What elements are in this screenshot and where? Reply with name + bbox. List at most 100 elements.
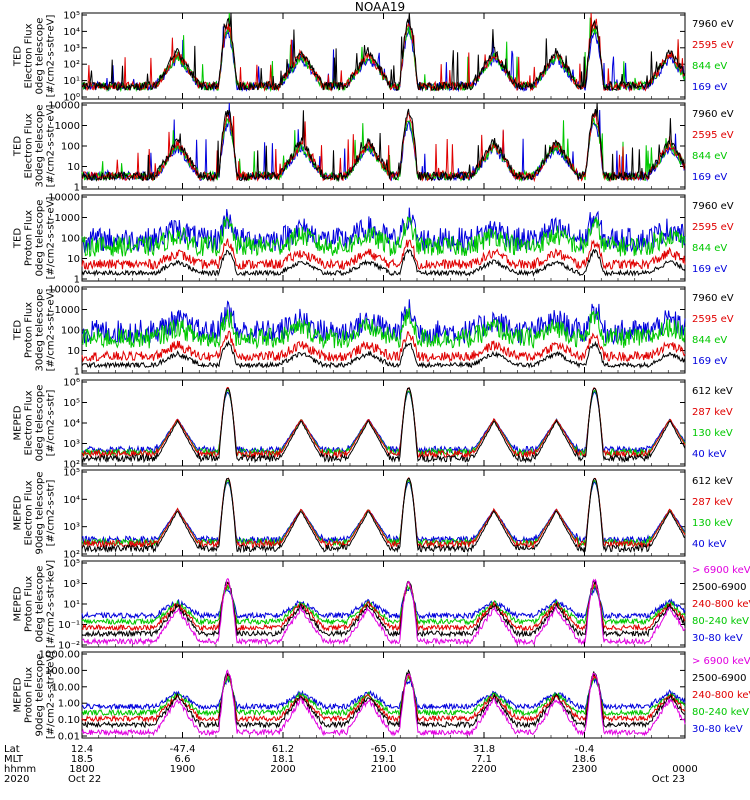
y-axis-label-line: [#/cm2-s-str-eV] bbox=[46, 15, 57, 98]
x-row-label: MLT bbox=[4, 754, 24, 765]
y-tick-label: 10⁶ bbox=[63, 378, 80, 389]
series-2595-ev bbox=[81, 330, 686, 363]
y-tick-label: 10000 bbox=[48, 193, 80, 204]
series-844-ev bbox=[81, 216, 686, 258]
legend-entry: 844 eV bbox=[692, 335, 727, 346]
series-2500-6900 bbox=[81, 669, 686, 729]
y-axis-label-line: TED bbox=[13, 46, 24, 67]
y-axis-label: TEDProton Flux30deg telescope[#/cm2-s-st… bbox=[13, 288, 57, 371]
y-tick-label: 10⁵ bbox=[63, 398, 80, 409]
legend-entry: 2595 eV bbox=[692, 314, 734, 325]
y-axis-label-line: MEPED bbox=[13, 586, 24, 621]
y-axis-label-line: 90deg telescope bbox=[35, 471, 46, 554]
legend-entry: 130 keV bbox=[692, 428, 733, 439]
y-axis-label-line: 0deg telescope bbox=[35, 200, 46, 277]
y-tick-label: 10⁵ bbox=[63, 468, 80, 479]
y-tick-label: 10000 bbox=[48, 285, 80, 296]
legend-entry: 844 eV bbox=[692, 151, 727, 162]
series-30-80-kev bbox=[81, 586, 686, 620]
panel-frame bbox=[81, 379, 686, 467]
x-tick-label: 1900 bbox=[170, 764, 195, 775]
series-169-ev bbox=[81, 16, 686, 93]
y-tick-label: 1.00 bbox=[58, 699, 80, 710]
y-tick-label: 10⁴ bbox=[63, 27, 80, 38]
y-tick-label: 1 bbox=[74, 275, 80, 286]
x-tick-label: -65.0 bbox=[371, 744, 397, 755]
y-tick-label: 10¹ bbox=[63, 600, 80, 611]
series-240-800-kev bbox=[81, 672, 686, 723]
legend-entry: 7960 eV bbox=[692, 19, 734, 30]
y-axis-label-line: [#/cm2-s-str] bbox=[46, 479, 57, 546]
legend-entry: 240-800 keV bbox=[692, 690, 750, 701]
y-axis-label-line: MEPED bbox=[13, 495, 24, 530]
y-axis-label-line: 30deg telescope bbox=[35, 104, 46, 187]
y-tick-label: 100 bbox=[61, 142, 80, 153]
panel-5: 10² 10³ 10⁴ 10⁵ 10⁶ MEPEDElectron Flux0deg te… bbox=[13, 378, 733, 471]
y-axis-label-line: Proton Flux bbox=[24, 302, 35, 358]
series-287-kev bbox=[81, 477, 686, 550]
legend-entry: 169 eV bbox=[692, 356, 727, 367]
y-axis-label: MEPEDElectron Flux0deg telescope[#/cm2-s… bbox=[13, 385, 57, 462]
legend-entry: 287 keV bbox=[692, 407, 733, 418]
legend-entry: 169 eV bbox=[692, 82, 727, 93]
series-844-ev bbox=[81, 307, 686, 350]
legend-entry: 612 keV bbox=[692, 386, 733, 397]
legend-entry: 612 keV bbox=[692, 476, 733, 487]
x-tick-label: 18.5 bbox=[71, 754, 93, 765]
y-axis-label-line: [#/cm2-s-str-keV] bbox=[46, 651, 57, 739]
series--6900-kev bbox=[81, 669, 686, 737]
panel-6: 10² 10³ 10⁴ 10⁵ MEPEDElectron Flux90deg tele… bbox=[13, 468, 733, 561]
y-tick-label: 100 bbox=[61, 326, 80, 337]
series--6900-kev bbox=[81, 578, 686, 646]
legend-entry: 40 keV bbox=[692, 449, 726, 460]
x-tick-label: 31.8 bbox=[473, 744, 495, 755]
x-tick-label: -47.4 bbox=[170, 744, 196, 755]
y-tick-label: 10³ bbox=[63, 579, 80, 590]
series-612-kev bbox=[81, 387, 686, 464]
y-tick-label: 10² bbox=[63, 460, 80, 471]
series-30-80-kev bbox=[81, 677, 686, 711]
x-tick-label: 7.1 bbox=[476, 754, 492, 765]
y-tick-label: 1000.00 bbox=[39, 650, 80, 661]
series-612-kev bbox=[81, 477, 686, 554]
panel-1: 10⁰ 10¹ 10² 10³ 10⁴ 10⁵ TEDElectron Flux0deg t… bbox=[13, 11, 734, 104]
series-7960-ev bbox=[81, 12, 686, 92]
y-axis-label: TEDElectron Flux30deg telescope[#/cm2-s-… bbox=[13, 104, 57, 187]
x-tick-label: 2200 bbox=[471, 764, 496, 775]
y-tick-label: 10⁻² bbox=[58, 641, 80, 652]
legend-entry: 2595 eV bbox=[692, 222, 734, 233]
legend-entry: 7960 eV bbox=[692, 201, 734, 212]
x-tick-label: 2300 bbox=[572, 764, 597, 775]
y-axis-label-line: 0deg telescope bbox=[35, 18, 46, 95]
y-axis-label-line: [#/cm2-s-str-eV] bbox=[46, 105, 57, 188]
y-axis-label-line: [#/cm2-s-str-eV] bbox=[46, 197, 57, 280]
legend-entry: 130 keV bbox=[692, 518, 733, 529]
legend-entry: > 6900 keV bbox=[692, 565, 750, 576]
series-2500-6900 bbox=[81, 578, 686, 638]
y-tick-label: 10⁵ bbox=[63, 559, 80, 570]
legend-entry: > 6900 keV bbox=[692, 656, 750, 667]
legend-entry: 169 eV bbox=[692, 172, 727, 183]
y-tick-label: 10⁰ bbox=[63, 93, 80, 104]
panel-8: 0.010.101.0010.00100.001000.00MEPEDProto… bbox=[13, 650, 750, 743]
x-tick-label: 18.6 bbox=[573, 754, 595, 765]
y-axis-label-line: Electron Flux bbox=[24, 23, 35, 88]
x-tick-label: 1800 bbox=[69, 764, 94, 775]
y-tick-label: 10³ bbox=[63, 43, 80, 54]
x-tick-label: Oct 23 bbox=[652, 774, 685, 785]
x-tick-label: 12.4 bbox=[71, 744, 93, 755]
series-7960-ev bbox=[81, 102, 686, 183]
series-2595-ev bbox=[81, 238, 686, 271]
legend-entry: 30-80 keV bbox=[692, 633, 743, 644]
y-tick-label: 1 bbox=[74, 183, 80, 194]
y-axis-label-line: [#/cm2-s-str-eV] bbox=[46, 289, 57, 372]
legend-entry: 80-240 keV bbox=[692, 707, 749, 718]
y-tick-label: 10 bbox=[67, 254, 80, 265]
x-row-label: Lat bbox=[4, 744, 20, 755]
legend-entry: 844 eV bbox=[692, 243, 727, 254]
x-tick-label: 19.1 bbox=[372, 754, 394, 765]
